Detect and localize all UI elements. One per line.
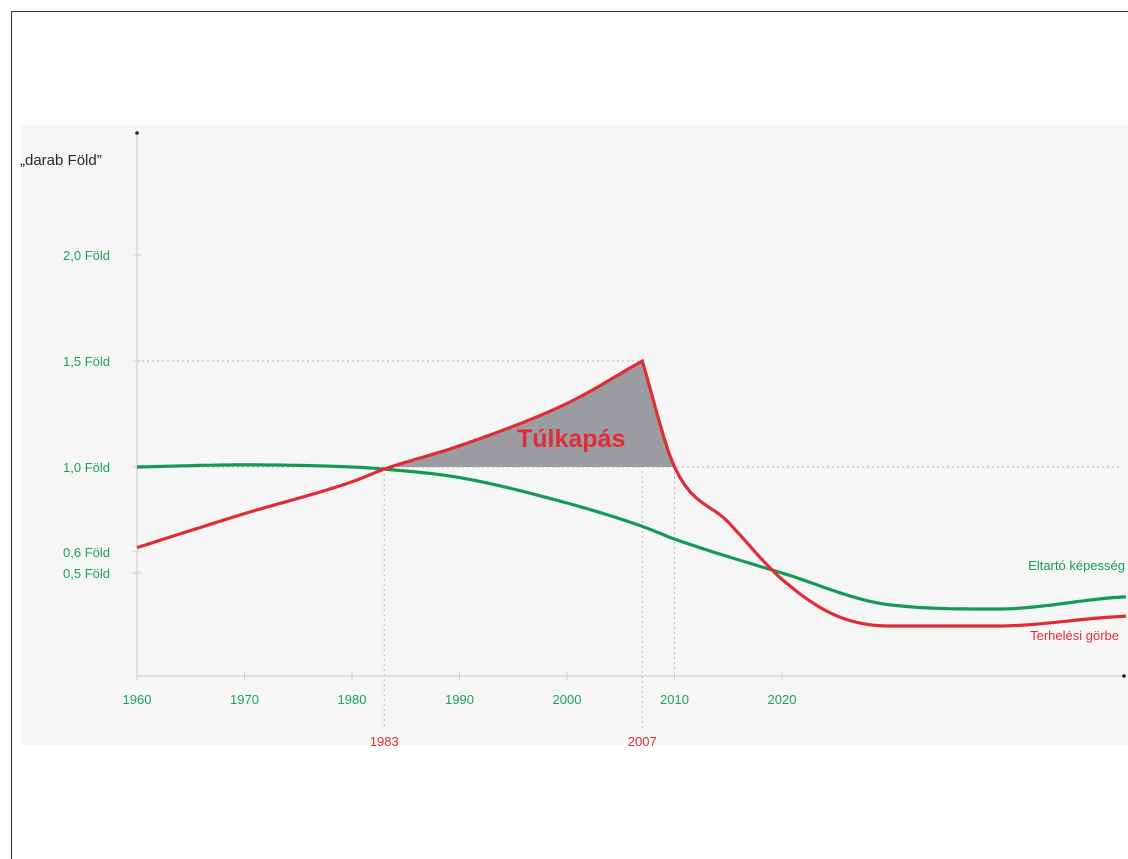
y-tick-label: 1,5 Föld — [63, 354, 110, 369]
series-line-eltarto-kepesseg — [136, 463, 1127, 611]
x-axis-end-dot — [1122, 674, 1126, 678]
axes — [133, 131, 1126, 680]
x-tick-label: 2020 — [768, 692, 797, 707]
tick-labels: 2,0 Föld 1,5 Föld 1,0 Föld 0,6 Föld 0,5 Föld… — [63, 248, 796, 749]
y-axis-end-dot — [135, 131, 139, 135]
y-tick-label: 2,0 Föld — [63, 248, 110, 263]
x-mark-label: 2007 — [628, 734, 657, 749]
overshoot-label: Túlkapás — [517, 425, 625, 453]
overshoot-region — [384, 361, 675, 467]
series-line-terhelesi-gorbe — [136, 358, 1127, 628]
x-tick-label: 2000 — [553, 692, 582, 707]
series-label-eltarto-kepesseg: Eltartó képesség — [1028, 558, 1125, 573]
y-tick-label: 0,5 Föld — [63, 566, 110, 581]
y-tick-label: 1,0 Föld — [63, 460, 110, 475]
y-tick-label: 0,6 Föld — [63, 545, 110, 560]
series-label-terhelesi-gorbe: Terhelési görbe — [1030, 628, 1119, 643]
x-tick-label: 1970 — [230, 692, 259, 707]
text-labels: „darab Föld” Eltartó képesség Terhelési gö… — [20, 152, 1125, 643]
y-axis-label: „darab Föld” — [20, 152, 102, 169]
x-mark-label: 1983 — [370, 734, 399, 749]
x-tick-label: 1980 — [338, 692, 367, 707]
x-tick-label: 1960 — [123, 692, 152, 707]
x-tick-label: 2010 — [660, 692, 689, 707]
overshoot-area — [384, 361, 675, 467]
series-lines — [136, 358, 1127, 628]
x-tick-label: 1990 — [445, 692, 474, 707]
